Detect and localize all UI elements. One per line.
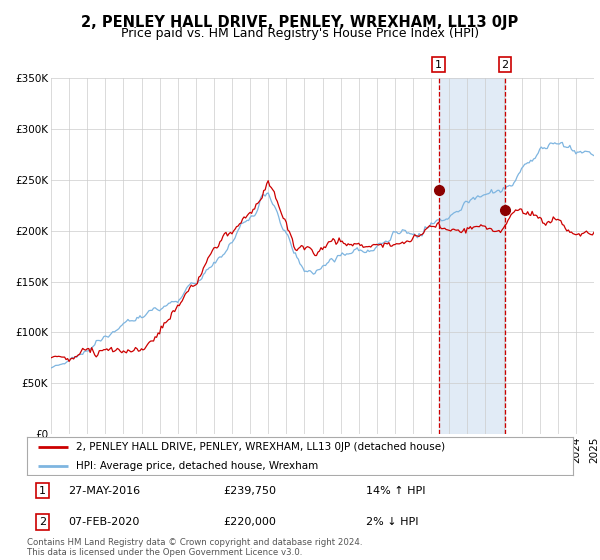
- Text: 2: 2: [39, 517, 46, 527]
- Text: 1: 1: [39, 486, 46, 496]
- Text: £239,750: £239,750: [224, 486, 277, 496]
- Bar: [439, 78, 505, 434]
- Text: 1: 1: [435, 59, 442, 69]
- Text: Price paid vs. HM Land Registry's House Price Index (HPI): Price paid vs. HM Land Registry's House …: [121, 27, 479, 40]
- Text: HPI: Average price, detached house, Wrexham: HPI: Average price, detached house, Wrex…: [76, 461, 319, 471]
- Text: Contains HM Land Registry data © Crown copyright and database right 2024.
This d: Contains HM Land Registry data © Crown c…: [27, 538, 362, 557]
- Text: 2, PENLEY HALL DRIVE, PENLEY, WREXHAM, LL13 0JP (detached house): 2, PENLEY HALL DRIVE, PENLEY, WREXHAM, L…: [76, 442, 445, 452]
- Text: 2, PENLEY HALL DRIVE, PENLEY, WREXHAM, LL13 0JP: 2, PENLEY HALL DRIVE, PENLEY, WREXHAM, L…: [82, 15, 518, 30]
- Text: £220,000: £220,000: [224, 517, 277, 527]
- Text: 14% ↑ HPI: 14% ↑ HPI: [365, 486, 425, 496]
- Text: 07-FEB-2020: 07-FEB-2020: [68, 517, 139, 527]
- Text: 27-MAY-2016: 27-MAY-2016: [68, 486, 140, 496]
- Text: 2: 2: [502, 59, 509, 69]
- Text: 2% ↓ HPI: 2% ↓ HPI: [365, 517, 418, 527]
